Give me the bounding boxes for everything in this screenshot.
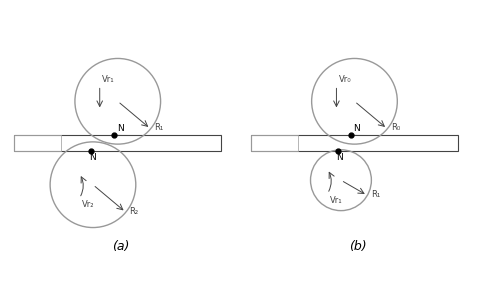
Text: R₁: R₁ bbox=[154, 123, 163, 132]
Bar bbox=[251, 135, 458, 151]
Text: Vr₀: Vr₀ bbox=[339, 76, 351, 84]
Text: R₀: R₀ bbox=[391, 123, 400, 132]
Text: (a): (a) bbox=[113, 241, 130, 253]
Text: Vr₁: Vr₁ bbox=[330, 196, 342, 204]
Bar bbox=[14, 135, 61, 151]
Text: Vr₁: Vr₁ bbox=[102, 76, 114, 84]
Text: (b): (b) bbox=[349, 241, 366, 253]
Bar bbox=[251, 135, 298, 151]
Text: R₁: R₁ bbox=[371, 190, 380, 199]
Text: N: N bbox=[116, 124, 124, 133]
Bar bbox=[14, 135, 221, 151]
Text: Vr₂: Vr₂ bbox=[82, 200, 94, 209]
Bar bbox=[14, 135, 61, 151]
Text: N: N bbox=[354, 124, 360, 133]
Text: N: N bbox=[90, 153, 96, 162]
Text: N: N bbox=[336, 153, 343, 162]
Text: R₂: R₂ bbox=[129, 206, 138, 216]
Bar bbox=[251, 135, 298, 151]
